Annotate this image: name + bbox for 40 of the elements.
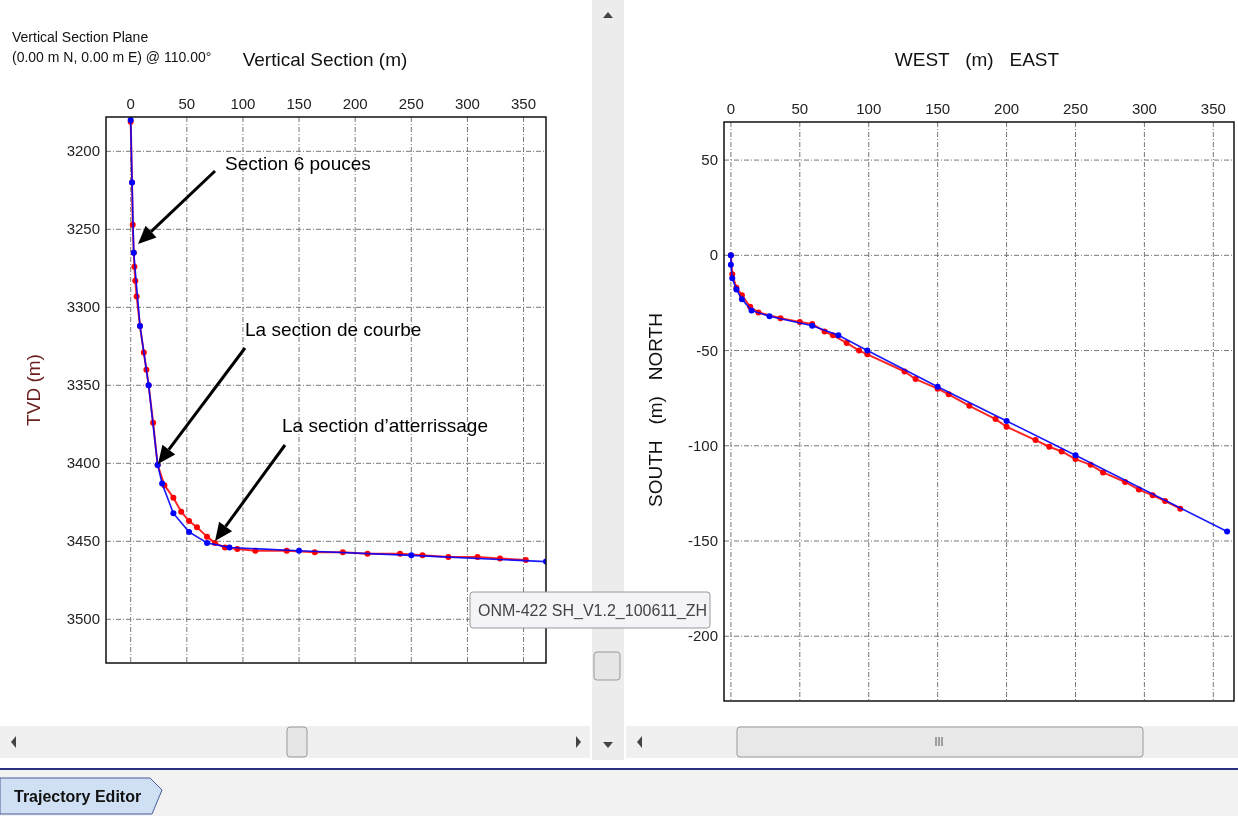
chart-subtitle: (0.00 m N, 0.00 m E) @ 110.00°: [12, 49, 212, 65]
chart-title: Vertical Section Plane: [12, 29, 149, 45]
annotation: ONM-422 SH_V1.2_100611_ZH: [478, 602, 708, 620]
annotation: La section de courbe: [245, 319, 422, 340]
x-tick-label: 250: [1062, 100, 1088, 117]
x-tick-label: 100: [230, 95, 256, 112]
x-tick-label: 0: [126, 95, 135, 112]
x-tick-label: 150: [286, 95, 312, 112]
y-tick-label: 3500: [66, 610, 100, 628]
x-tick-label: 200: [994, 100, 1020, 117]
y-tick-label: 50: [701, 151, 718, 169]
x-tick-label: 50: [178, 95, 196, 112]
x-tick-label: 0: [726, 100, 736, 117]
x-tick-label: 200: [342, 95, 368, 112]
y-tick-label: 3300: [66, 298, 100, 316]
y-tick-label: 3450: [66, 532, 100, 550]
x-axis-title: Vertical Section (m): [242, 49, 408, 70]
y-axis-title: TVD (m): [23, 354, 44, 426]
y-tick-label: 3400: [66, 454, 100, 472]
x-tick-label: 250: [398, 95, 424, 112]
y-tick-label: -150: [687, 532, 718, 550]
y-tick-label: 3350: [66, 376, 100, 394]
x-tick-label: 150: [925, 100, 951, 117]
x-tick-label: 300: [454, 95, 480, 112]
y-axis-title: SOUTH (m) NORTH: [645, 313, 666, 507]
x-axis-title: WEST (m) EAST: [894, 49, 1060, 70]
x-tick-label: 300: [1131, 100, 1157, 117]
annotation: La section d’atterrissage: [282, 415, 488, 436]
annotation: Section 6 pouces: [225, 153, 371, 174]
y-tick-label: 0: [709, 246, 718, 264]
y-tick-label: 3200: [66, 142, 100, 160]
y-tick-label: -100: [687, 436, 718, 454]
y-tick-label: 3250: [66, 220, 100, 238]
text: Trajectory Editor: [14, 788, 142, 805]
x-tick-label: 350: [511, 95, 537, 112]
x-tick-label: 50: [791, 100, 809, 117]
x-tick-label: 100: [856, 100, 882, 117]
y-tick-label: -200: [687, 627, 718, 645]
y-tick-label: -50: [696, 341, 718, 359]
x-tick-label: 350: [1200, 100, 1226, 117]
